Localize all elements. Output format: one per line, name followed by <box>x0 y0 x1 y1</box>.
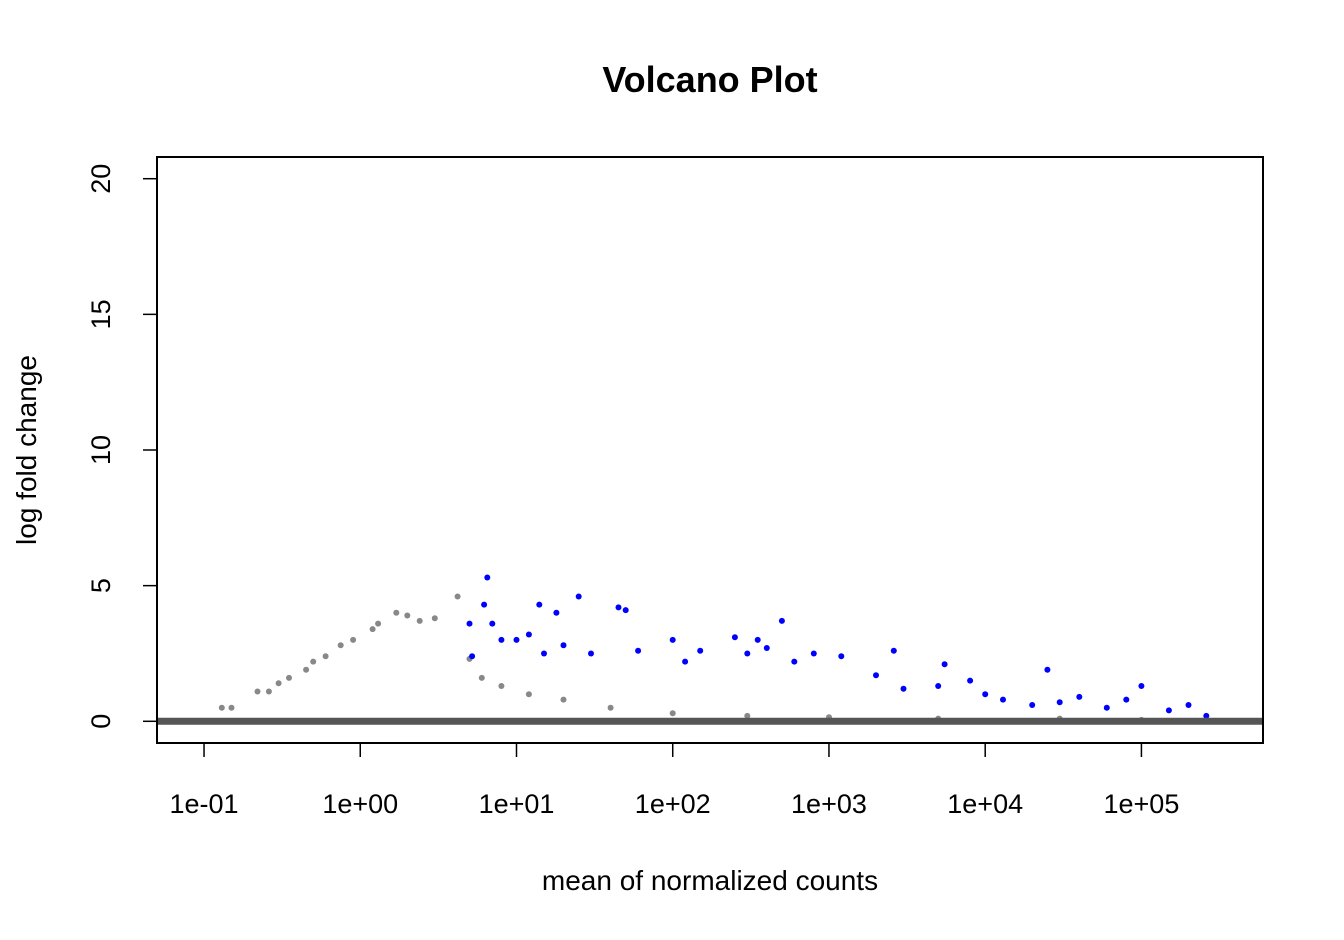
data-point <box>1123 696 1130 703</box>
data-point <box>489 620 496 627</box>
data-point <box>1044 666 1051 673</box>
data-point <box>375 620 382 627</box>
chart-title: Volcano Plot <box>602 59 817 100</box>
data-point <box>778 617 785 624</box>
data-point <box>615 604 622 611</box>
x-tick-label: 1e+03 <box>791 789 867 819</box>
y-tick-label: 0 <box>86 714 116 729</box>
data-point <box>982 691 989 698</box>
data-point <box>1138 683 1145 689</box>
x-tick-label: 1e+04 <box>947 789 1023 819</box>
data-point <box>1103 704 1110 711</box>
data-point <box>481 601 488 608</box>
data-point <box>404 612 411 619</box>
data-point <box>697 647 704 654</box>
data-point <box>873 672 879 679</box>
data-point <box>369 626 376 633</box>
data-point <box>791 658 798 665</box>
data-point <box>838 653 845 660</box>
data-point <box>218 704 225 711</box>
y-tick-label: 10 <box>86 435 116 465</box>
data-point <box>731 634 738 641</box>
data-point <box>466 620 473 627</box>
x-tick-label: 1e+00 <box>322 789 398 819</box>
x-axis: 1e-01 1e+00 1e+01 1e+02 1e+03 1e+04 1e+05 <box>169 742 1180 819</box>
points-layer <box>201 574 1210 725</box>
data-point <box>935 683 942 689</box>
data-point <box>525 631 532 638</box>
x-tick-label: 1e+01 <box>479 789 555 819</box>
x-tick-label: 1e+05 <box>1104 789 1180 819</box>
data-point <box>744 650 751 657</box>
data-point <box>1185 702 1192 708</box>
data-point <box>513 636 520 643</box>
data-point <box>669 710 676 717</box>
data-point <box>810 650 817 657</box>
data-point <box>763 645 770 651</box>
data-point <box>575 593 582 600</box>
data-point <box>286 674 292 681</box>
data-point <box>588 650 594 657</box>
x-tick-label: 1e+02 <box>635 789 711 819</box>
data-point <box>350 636 357 643</box>
data-point <box>560 696 567 703</box>
data-point <box>303 666 310 673</box>
data-point <box>536 601 543 608</box>
data-point <box>310 658 317 665</box>
y-tick-label: 15 <box>86 299 116 329</box>
data-point <box>275 680 282 687</box>
data-point <box>890 647 897 654</box>
data-point <box>393 609 400 616</box>
y-tick-label: 5 <box>86 578 116 593</box>
data-point <box>265 688 272 695</box>
data-point <box>498 683 505 689</box>
y-axis: 0 5 10 15 20 <box>86 164 158 729</box>
data-point <box>337 642 344 649</box>
data-point <box>484 574 491 581</box>
data-point <box>1076 693 1083 700</box>
data-point <box>941 661 948 668</box>
data-point <box>254 688 261 695</box>
data-point <box>1056 699 1063 706</box>
y-tick-label: 20 <box>86 164 116 194</box>
y-axis-label: log fold change <box>11 355 42 545</box>
x-axis-label: mean of normalized counts <box>542 865 878 896</box>
data-point <box>622 607 629 614</box>
data-point <box>541 650 547 657</box>
data-point <box>1000 696 1006 703</box>
data-point <box>498 636 505 643</box>
data-point <box>635 647 642 654</box>
data-point <box>553 609 560 616</box>
data-point <box>431 615 438 622</box>
data-point <box>525 691 532 698</box>
data-point <box>322 653 329 660</box>
data-point <box>416 617 423 624</box>
data-point <box>744 712 751 719</box>
data-point <box>228 704 235 711</box>
data-point <box>669 636 676 643</box>
data-point <box>454 593 461 600</box>
data-point <box>682 658 689 665</box>
data-point <box>560 642 567 649</box>
data-point <box>754 636 761 643</box>
data-point <box>1165 707 1172 714</box>
data-point <box>1029 702 1036 708</box>
data-point <box>900 685 907 692</box>
data-point <box>967 677 974 684</box>
data-point <box>607 704 614 711</box>
x-tick-label: 1e-01 <box>169 789 238 819</box>
data-point <box>469 653 476 660</box>
data-point <box>1203 712 1210 719</box>
data-point <box>478 674 485 681</box>
